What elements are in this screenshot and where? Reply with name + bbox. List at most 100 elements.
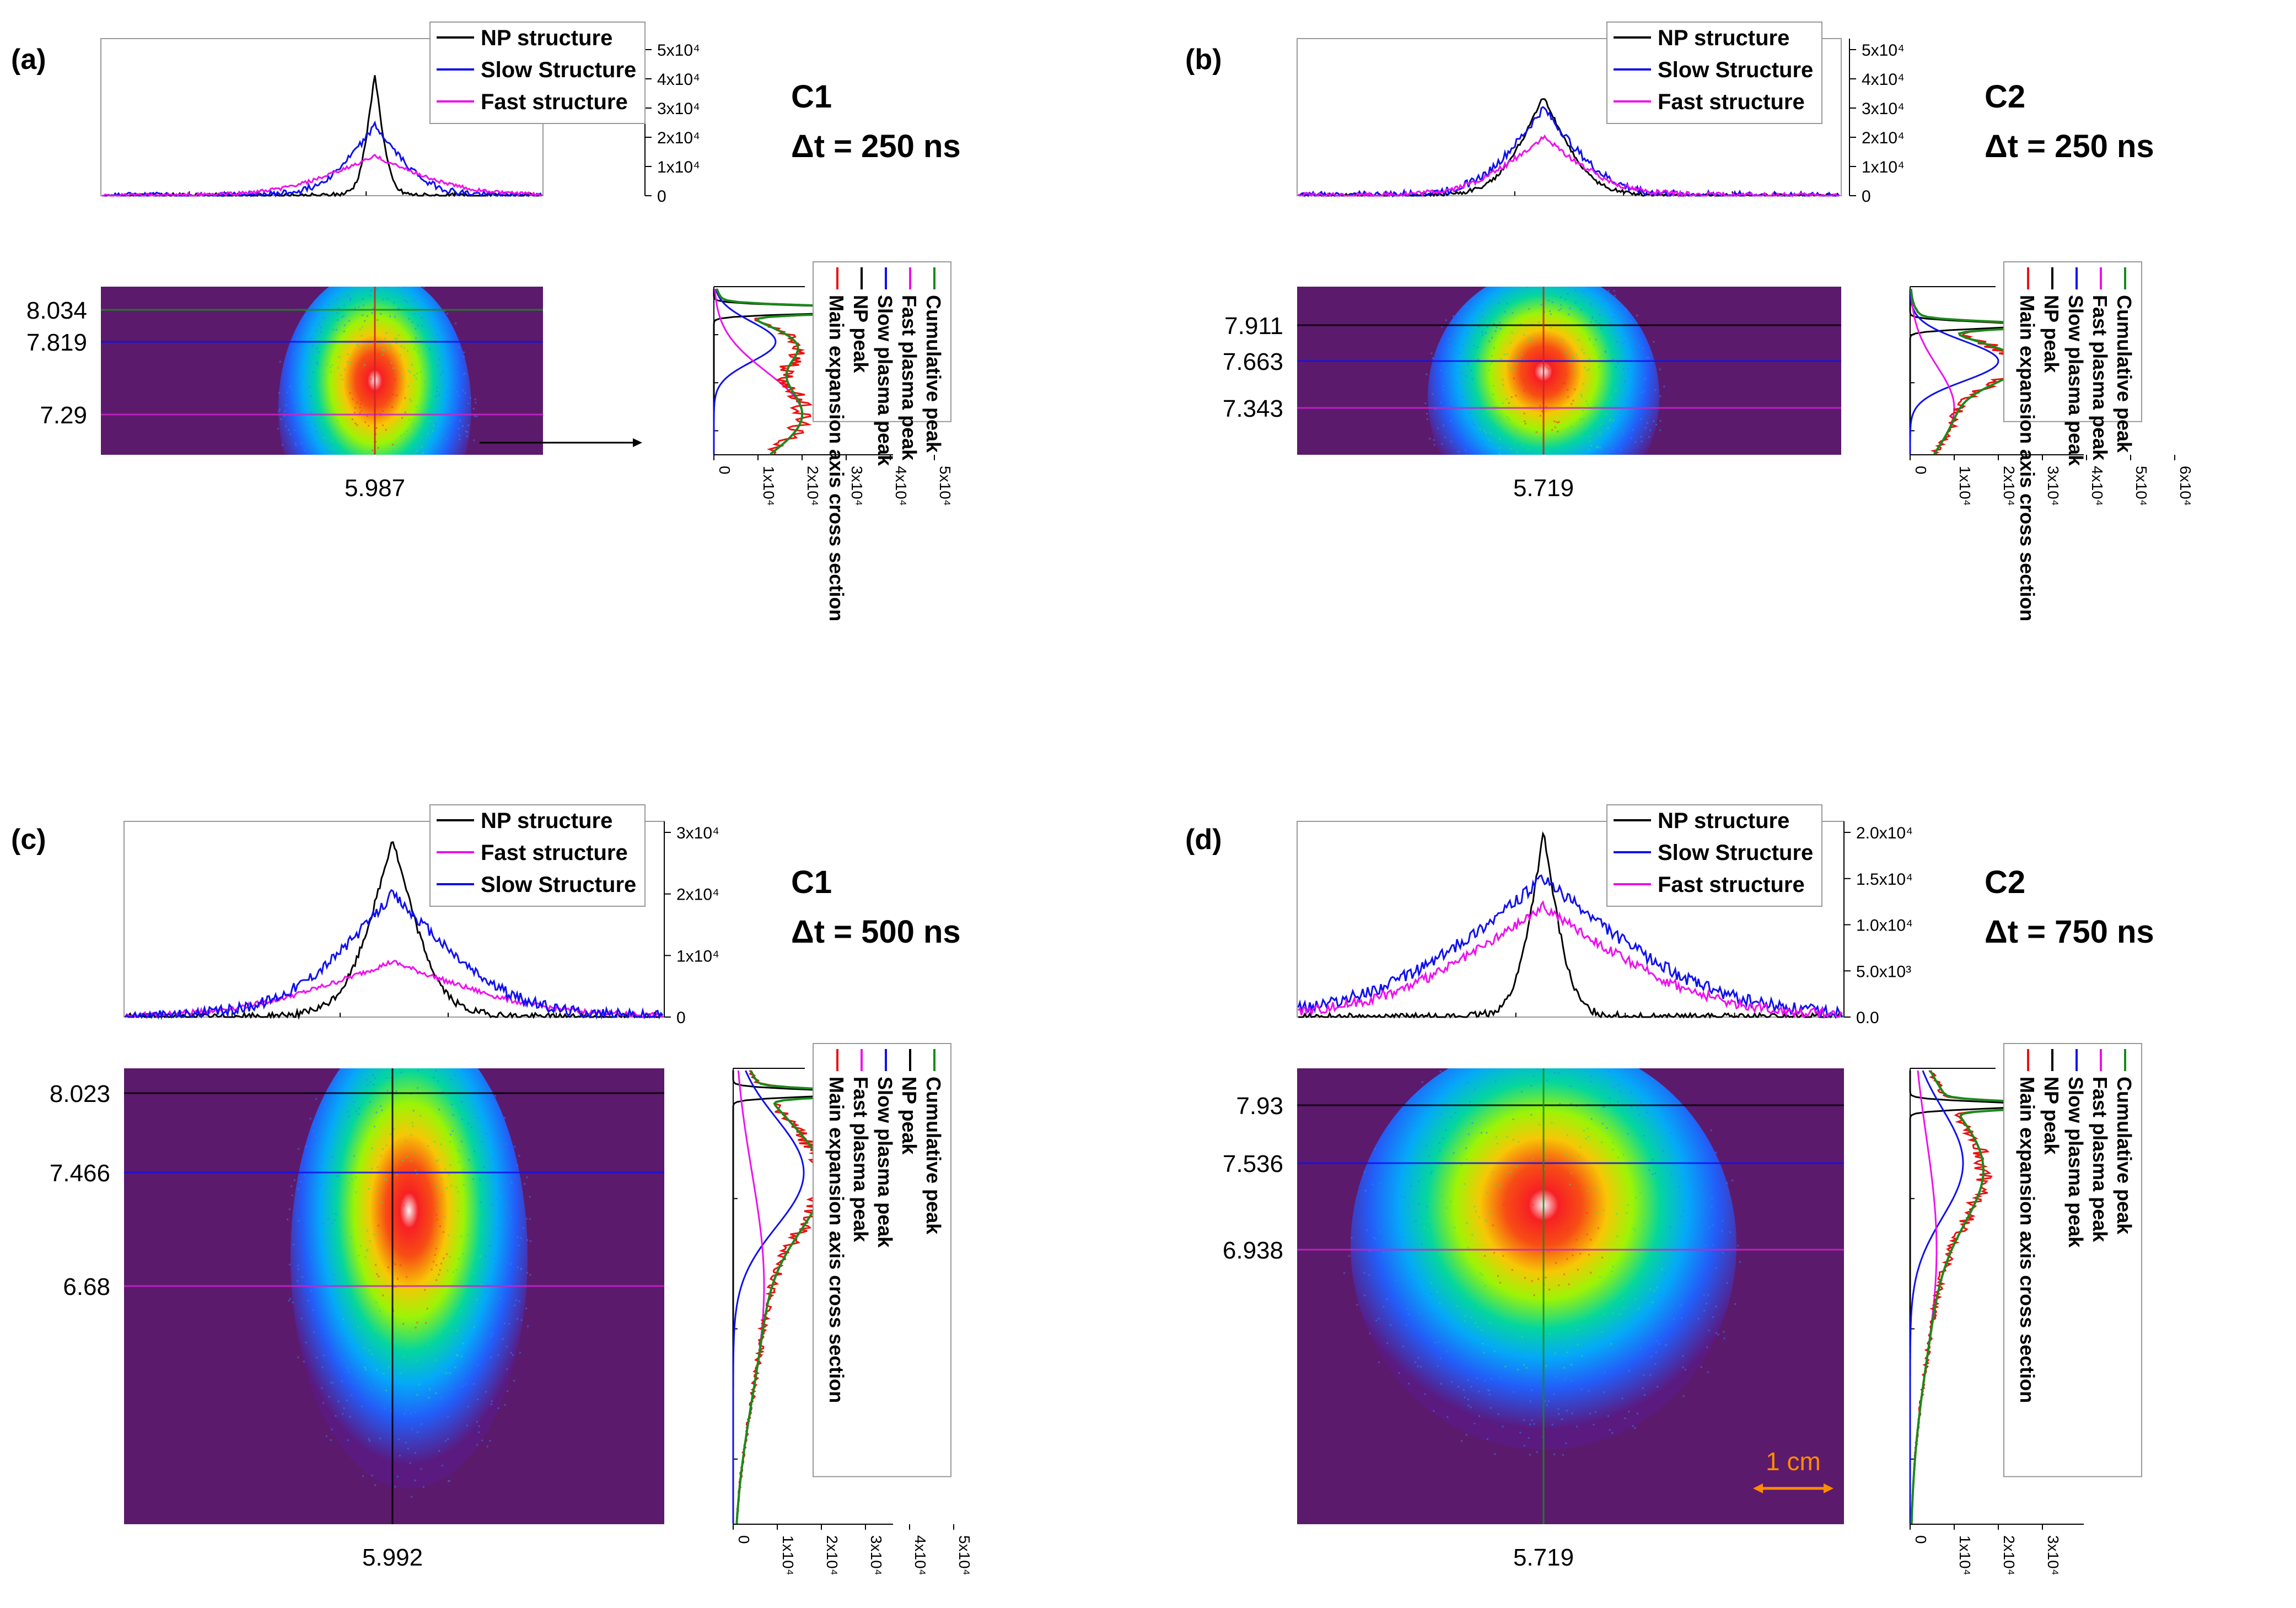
image-speckle [1643,1394,1646,1396]
image-speckle [1586,1212,1588,1214]
image-speckle [1440,402,1442,404]
image-speckle [426,469,428,470]
image-speckle [390,1195,392,1197]
image-speckle [381,505,383,507]
image-speckle [355,1110,357,1112]
image-speckle [1407,1313,1410,1315]
image-speckle [476,415,478,417]
side-legend-label: Cumulative peak [2113,295,2136,453]
image-speckle [372,534,373,535]
image-speckle [413,434,415,437]
image-speckle [435,396,437,397]
image-speckle [449,1141,451,1143]
image-speckle [1568,464,1569,465]
image-speckle [1406,1308,1408,1310]
image-speckle [370,289,372,292]
image-speckle [437,487,438,488]
image-speckle [1596,451,1599,454]
top-ytick-label: 0 [676,1009,686,1027]
image-speckle [397,286,399,287]
image-speckle [1640,1101,1642,1104]
image-speckle [417,351,420,353]
image-speckle [507,1390,509,1392]
image-speckle [411,1044,412,1046]
image-speckle [1465,375,1467,377]
image-speckle [374,1484,377,1486]
image-speckle [1649,1228,1651,1230]
top-legend-label: Slow Structure [1658,58,1813,82]
image-speckle [1715,1332,1717,1334]
image-speckle [359,406,361,408]
image-speckle [1426,418,1428,421]
image-speckle [1499,1282,1501,1284]
image-speckle [1571,426,1573,428]
image-speckle [322,1159,324,1161]
image-speckle [384,1407,386,1410]
image-speckle [1553,1453,1555,1455]
image-speckle [472,1272,475,1274]
image-speckle [1515,1166,1517,1168]
image-speckle [462,425,464,427]
image-speckle [354,422,357,424]
image-speckle [1507,1171,1509,1174]
image-speckle [382,424,384,427]
image-speckle [382,1067,384,1068]
image-speckle [1640,1347,1642,1349]
image-speckle [313,371,314,373]
image-speckle [460,1280,462,1282]
image-speckle [1520,440,1523,442]
image-speckle [313,1331,315,1333]
image-speckle [448,488,450,490]
image-speckle [1530,339,1532,341]
image-speckle [1453,1227,1455,1229]
image-speckle [385,345,388,347]
image-speckle [1511,1269,1513,1271]
image-speckle [365,277,367,278]
image-speckle [1649,429,1652,431]
image-speckle [1552,1220,1555,1222]
image-speckle [1611,1271,1613,1272]
image-speckle [1447,1416,1449,1418]
image-speckle [447,391,449,393]
image-speckle [447,1416,449,1418]
image-speckle [1564,1378,1566,1380]
image-speckle [1637,1107,1639,1109]
image-speckle [1679,1120,1681,1122]
image-speckle [1588,1136,1590,1138]
image-speckle [1511,331,1513,334]
image-speckle [466,431,469,433]
image-speckle [1506,353,1508,355]
image-speckle [448,347,450,349]
image-speckle [288,429,290,431]
image-speckle [1571,403,1573,405]
image-speckle [359,526,361,528]
image-speckle [1609,1429,1611,1431]
image-speckle [1617,362,1619,364]
image-speckle [477,1117,479,1119]
image-speckle [1492,393,1494,395]
image-speckle [1490,432,1492,434]
image-speckle [1596,406,1599,408]
top-legend-label: NP structure [1658,26,1789,50]
image-speckle [368,392,370,394]
image-speckle [1595,1051,1596,1053]
image-speckle [1530,337,1532,339]
image-speckle [1580,498,1582,499]
image-speckle [1529,1400,1531,1402]
image-speckle [364,1369,367,1371]
image-speckle [1429,438,1431,440]
image-speckle [517,1266,519,1268]
image-speckle [292,1302,294,1304]
image-speckle [1368,1274,1370,1276]
image-speckle [1482,440,1484,443]
image-speckle [460,1355,463,1357]
image-speckle [1544,1400,1546,1402]
image-speckle [1603,1391,1605,1393]
image-speckle [1590,1080,1592,1083]
image-speckle [493,1302,495,1304]
image-speckle [529,1196,531,1198]
image-speckle [392,302,395,304]
image-speckle [1533,268,1535,270]
image-speckle [398,1045,400,1046]
image-speckle [340,374,342,377]
